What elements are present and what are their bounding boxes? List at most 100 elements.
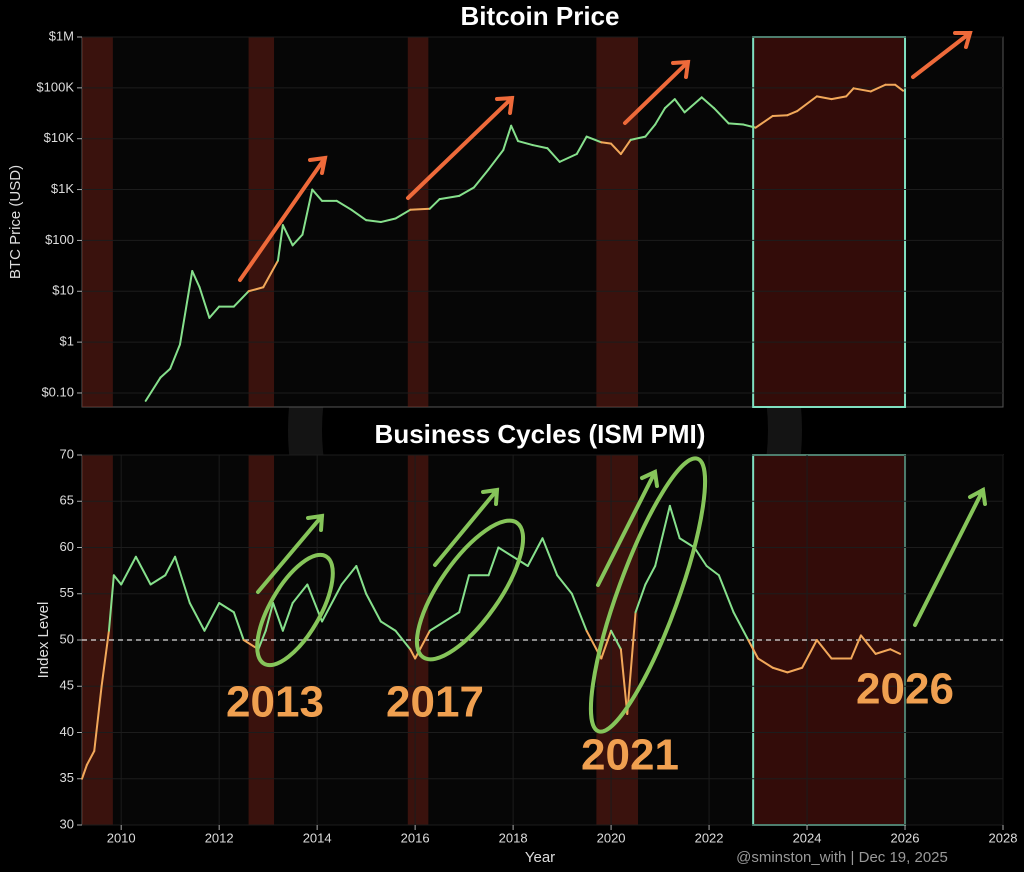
series-line [379,620,397,632]
series-line [575,135,588,156]
series-line [510,124,520,143]
series-line [428,198,441,210]
annotation: 2013 [226,678,324,727]
series-line [178,270,194,346]
series-line [570,592,588,632]
series-line [232,290,250,308]
y-tick-label: 40 [60,724,74,739]
series-line [845,87,855,98]
series-line [626,611,637,715]
decorations [238,31,987,734]
series-line [663,98,676,110]
series-line [232,611,245,641]
x-tick-label: 2010 [107,830,136,845]
arrow [596,469,659,587]
shaded-region [248,37,275,407]
series-line [801,639,818,669]
y-tick-label: $100 [45,232,74,247]
series-line [502,124,513,151]
series-line [100,629,110,688]
series-line [281,602,294,632]
y-tick-label: 45 [60,678,74,693]
series-line [874,648,892,655]
y-tick-label: $0.10 [41,384,74,399]
series-line [654,504,671,567]
series-line [786,110,799,117]
x-tick-label: 2018 [499,830,528,845]
y-tick-label: $1K [51,181,74,196]
series-line [541,537,559,577]
series-line [394,208,412,220]
series-line [191,270,201,289]
series-line [350,208,368,222]
series-line [85,750,96,766]
series-line [144,376,162,402]
shaded-region [596,37,639,407]
series-line [208,305,221,319]
series-line [443,611,461,623]
series-line [531,144,549,150]
annotation: 2021 [581,731,679,780]
series-line [619,138,632,156]
series-line [558,153,578,163]
chart-title: Bitcoin Price [461,1,620,31]
series-line [198,286,211,319]
series-line [600,141,613,145]
series-line [276,224,284,262]
y-tick-label: $1M [49,28,74,43]
series-line [815,639,833,660]
series-line [712,107,730,125]
series-line [852,87,872,93]
series-line [526,537,544,567]
series-line [747,639,760,660]
series-line [644,123,657,138]
series-line [585,135,603,144]
series-line [247,286,265,293]
x-tick-label: 2014 [303,830,332,845]
series-line [629,135,647,141]
y-tick-label: 55 [60,585,74,600]
series-line [705,565,720,577]
series-line [134,555,152,586]
series-line [556,574,573,595]
series-line [458,574,471,614]
series-line [409,207,431,211]
series-line [693,546,708,567]
series-line [311,188,324,202]
series-line [93,685,103,752]
series-line [301,188,314,236]
series-line [335,199,353,211]
series-line [497,546,515,558]
series-line [771,114,789,117]
series-line [257,629,267,651]
y-axis-label: BTC Price (USD) [7,165,24,279]
series-line [264,602,275,632]
series-line [754,114,774,129]
series-line [218,602,235,614]
series-line [355,565,368,595]
y-tick-label: 50 [60,631,74,646]
green-arrows [255,456,987,734]
series-line [727,122,745,126]
series-line [654,107,666,126]
y-tick-label: $1 [60,334,74,349]
series-line [771,666,789,674]
series-line [610,629,622,651]
series-line [683,96,703,114]
y-tick-label: 30 [60,816,74,831]
series-line [610,142,622,156]
x-tick-label: 2022 [695,830,724,845]
y-tick-label: $10K [44,130,75,145]
series-line [869,83,887,93]
series-line [81,763,88,780]
series-line [668,504,681,540]
series-line [678,537,696,549]
series-line [487,546,500,577]
arrow [911,31,973,79]
annotation: 2026 [856,665,954,714]
y-tick-label: 35 [60,770,74,785]
arrow [256,513,325,594]
arrow [406,95,515,200]
series-line [321,583,343,623]
series-line [174,555,191,604]
